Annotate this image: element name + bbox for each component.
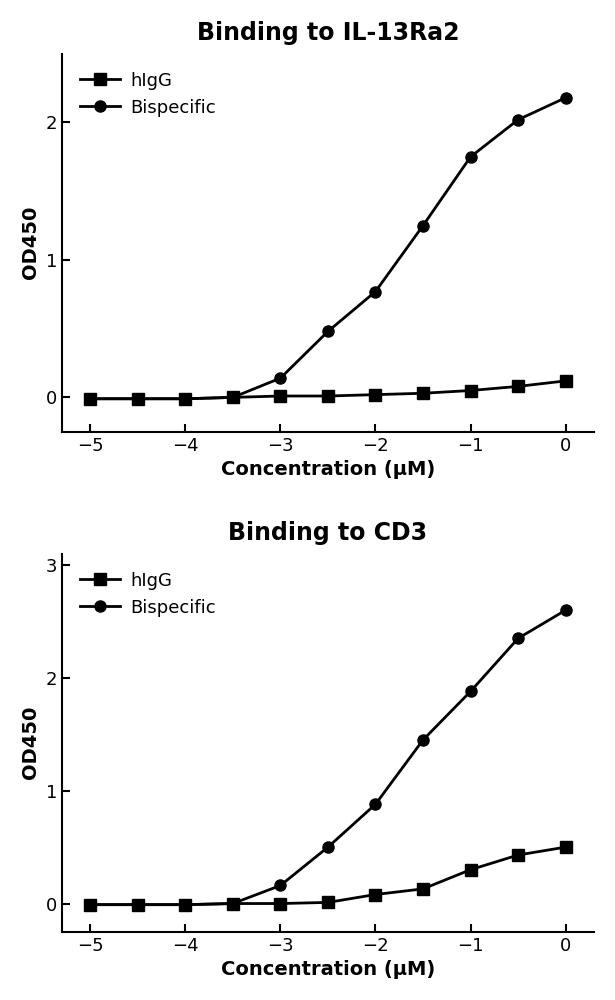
- hIgG: [514, 380, 522, 392]
- Bispecific: [467, 151, 474, 163]
- hIgG: [87, 393, 94, 405]
- Bispecific: [419, 220, 427, 232]
- Bispecific: [229, 391, 237, 403]
- Bispecific: [277, 372, 284, 384]
- hIgG: [181, 899, 189, 911]
- hIgG: [229, 391, 237, 403]
- Bispecific: [372, 286, 379, 298]
- hIgG: [467, 385, 474, 397]
- X-axis label: Concentration (μM): Concentration (μM): [221, 960, 435, 979]
- Bispecific: [562, 92, 569, 104]
- hIgG: [87, 899, 94, 911]
- Bispecific: [87, 899, 94, 911]
- Bispecific: [372, 798, 379, 810]
- Line: Bispecific: Bispecific: [85, 605, 571, 910]
- Bispecific: [514, 632, 522, 644]
- Title: Binding to CD3: Binding to CD3: [228, 521, 427, 545]
- Bispecific: [277, 879, 284, 891]
- Bispecific: [467, 685, 474, 697]
- hIgG: [277, 390, 284, 402]
- Bispecific: [181, 899, 189, 911]
- hIgG: [419, 883, 427, 895]
- Bispecific: [229, 898, 237, 910]
- Y-axis label: OD450: OD450: [21, 206, 40, 279]
- Bispecific: [324, 841, 331, 853]
- hIgG: [134, 899, 141, 911]
- Bispecific: [87, 393, 94, 405]
- hIgG: [419, 387, 427, 399]
- Bispecific: [419, 734, 427, 746]
- hIgG: [372, 389, 379, 401]
- hIgG: [467, 864, 474, 876]
- hIgG: [324, 896, 331, 908]
- Bispecific: [134, 899, 141, 911]
- hIgG: [562, 841, 569, 853]
- Legend: hIgG, Bispecific: hIgG, Bispecific: [71, 63, 225, 126]
- hIgG: [229, 898, 237, 910]
- hIgG: [277, 898, 284, 910]
- hIgG: [134, 393, 141, 405]
- Bispecific: [181, 393, 189, 405]
- Legend: hIgG, Bispecific: hIgG, Bispecific: [71, 563, 225, 626]
- hIgG: [181, 393, 189, 405]
- hIgG: [514, 849, 522, 861]
- Title: Binding to IL-13Ra2: Binding to IL-13Ra2: [197, 21, 459, 45]
- Bispecific: [324, 325, 331, 337]
- Bispecific: [514, 114, 522, 126]
- X-axis label: Concentration (μM): Concentration (μM): [221, 460, 435, 479]
- hIgG: [562, 375, 569, 387]
- hIgG: [324, 390, 331, 402]
- hIgG: [372, 889, 379, 901]
- Line: hIgG: hIgG: [85, 375, 571, 404]
- Y-axis label: OD450: OD450: [21, 706, 40, 779]
- Bispecific: [134, 393, 141, 405]
- Line: hIgG: hIgG: [85, 842, 571, 910]
- Bispecific: [562, 604, 569, 616]
- Line: Bispecific: Bispecific: [85, 92, 571, 404]
